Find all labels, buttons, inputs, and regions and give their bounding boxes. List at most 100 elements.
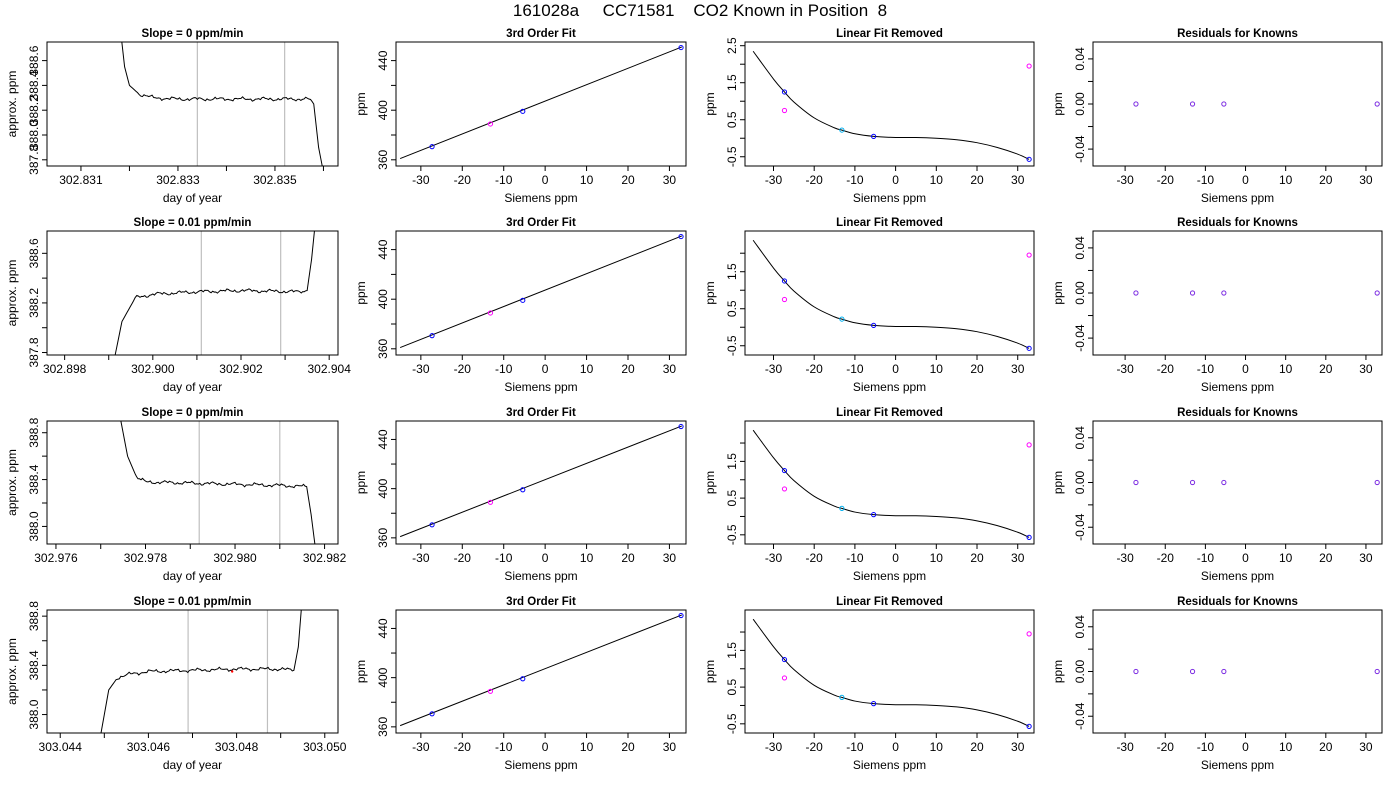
y-tick-label: 388.2 xyxy=(27,288,41,318)
plot-area xyxy=(399,425,683,538)
plot-frame xyxy=(395,609,687,734)
y-tick-label: 360 xyxy=(376,149,390,169)
panel-title: Residuals for Knowns xyxy=(1177,596,1298,608)
y-axis-label: approx. ppm xyxy=(5,71,19,138)
x-tick-label: -30 xyxy=(765,740,783,754)
x-tick-label: -20 xyxy=(1157,551,1175,565)
x-tick-label: 30 xyxy=(1011,740,1025,754)
x-tick-label: -20 xyxy=(454,362,472,376)
plot-area xyxy=(120,421,316,544)
data-point xyxy=(839,694,845,700)
y-tick-label: 388.2 xyxy=(27,95,41,125)
y-tick-label: 0.5 xyxy=(725,300,739,317)
x-tick-label: 20 xyxy=(621,362,635,376)
data-point xyxy=(871,512,877,518)
plot-frame xyxy=(395,41,687,167)
y-tick-label: -0.5 xyxy=(725,146,739,167)
plot-frame xyxy=(1092,609,1383,734)
y-axis-label: ppm xyxy=(354,660,368,683)
y-tick-label: 0.5 xyxy=(725,678,739,695)
y-tick-label: 440 xyxy=(376,239,390,259)
x-tick-label: 0 xyxy=(892,740,899,754)
chart-panel-fit-2: 3rd Order Fit -30 -20 -10 0 10 20 30 360 400 440 Si… xyxy=(354,217,687,394)
data-point xyxy=(1374,668,1380,675)
x-axis-label: Siemens ppm xyxy=(1201,191,1274,205)
fit-curve xyxy=(752,618,1030,727)
x-tick-label: 0 xyxy=(892,362,899,376)
x-axis-label: Siemens ppm xyxy=(504,758,577,772)
data-point xyxy=(871,322,877,328)
x-tick-label: -30 xyxy=(412,173,430,187)
y-axis-label: ppm xyxy=(354,281,368,304)
data-point xyxy=(520,487,526,493)
data-trace-line xyxy=(121,42,323,166)
x-tick-label: 303.046 xyxy=(127,740,171,754)
x-axis-label: Siemens ppm xyxy=(1201,380,1274,394)
x-tick-label: -20 xyxy=(806,740,824,754)
y-axis-label: ppm xyxy=(1051,660,1065,683)
x-tick-label: -10 xyxy=(846,551,864,565)
x-tick-label: 30 xyxy=(1011,362,1025,376)
y-axis-label: ppm xyxy=(703,660,717,683)
x-axis-label: Siemens ppm xyxy=(1201,569,1274,583)
x-tick-label: 20 xyxy=(970,740,984,754)
data-trace-line xyxy=(100,610,302,733)
y-axis-label: approx. ppm xyxy=(5,260,19,327)
x-tick-label: 303.050 xyxy=(303,740,347,754)
x-tick-label: 302.898 xyxy=(43,362,87,376)
data-point xyxy=(1026,156,1032,162)
x-axis-label: Siemens ppm xyxy=(504,380,577,394)
plot-frame xyxy=(46,230,339,356)
data-trace-line xyxy=(120,421,316,544)
data-point xyxy=(1374,479,1380,486)
x-tick-label: 303.048 xyxy=(215,740,259,754)
x-axis-label: day of year xyxy=(163,758,222,772)
y-axis-label: ppm xyxy=(354,471,368,494)
chart-panel-time-series-2: Slope = 0.01 ppm/min 302.898 302.900 302.90… xyxy=(5,217,351,394)
data-point xyxy=(1189,101,1196,107)
chart-panel-time-series-1: Slope = 0 ppm/min 302.831 302.833 302.835 38… xyxy=(5,28,339,205)
plot-area xyxy=(399,235,683,349)
data-point xyxy=(429,522,435,528)
y-tick-label: 388.0 xyxy=(27,699,41,729)
x-tick-label: 20 xyxy=(1319,173,1333,187)
plot-area xyxy=(399,46,683,160)
x-tick-label: 20 xyxy=(1319,362,1333,376)
y-axis-label: ppm xyxy=(703,471,717,494)
y-tick-label: -0.5 xyxy=(725,524,739,545)
x-axis-label: Siemens ppm xyxy=(853,569,926,583)
y-tick-label: 388.4 xyxy=(27,464,41,494)
x-tick-label: -10 xyxy=(1197,740,1215,754)
x-tick-label: 0 xyxy=(1242,362,1249,376)
x-tick-label: 0 xyxy=(892,551,899,565)
data-point xyxy=(520,297,526,303)
data-point xyxy=(781,296,788,303)
x-tick-label: 302.902 xyxy=(219,362,263,376)
chart-panel-linear-removed-3: Linear Fit Removed -30 -20 -10 0 10 20 30 -0.5 0.… xyxy=(703,407,1035,583)
x-tick-label: 10 xyxy=(580,740,594,754)
plot-area xyxy=(121,42,323,166)
panel-title: Slope = 0.01 ppm/min xyxy=(134,596,252,608)
panel-title: Slope = 0.01 ppm/min xyxy=(134,217,252,229)
data-point xyxy=(871,701,877,707)
plot-area xyxy=(752,50,1030,160)
data-point xyxy=(429,711,435,717)
x-tick-label: 10 xyxy=(930,173,944,187)
y-tick-label: 440 xyxy=(376,618,390,638)
x-tick-label: 0 xyxy=(542,173,549,187)
y-tick-label: 360 xyxy=(376,528,390,548)
data-point xyxy=(1026,442,1032,448)
data-point xyxy=(1221,101,1227,107)
chart-panel-time-series-4: Slope = 0.01 ppm/min 303.044 303.046 303.04… xyxy=(5,596,347,772)
x-tick-label: 0 xyxy=(1242,173,1249,187)
chart-panel-linear-removed-1: Linear Fit Removed -30 -20 -10 0 10 20 30 -0.5 0.… xyxy=(703,28,1035,205)
y-axis-label: ppm xyxy=(703,92,717,115)
y-axis-label: ppm xyxy=(1051,281,1065,304)
panel-title: Residuals for Knowns xyxy=(1177,28,1298,40)
selected-point-dot xyxy=(230,670,234,673)
x-tick-label: -20 xyxy=(1157,362,1175,376)
x-tick-label: 0 xyxy=(542,362,549,376)
x-tick-label: -10 xyxy=(495,173,513,187)
x-tick-label: 303.044 xyxy=(39,740,83,754)
